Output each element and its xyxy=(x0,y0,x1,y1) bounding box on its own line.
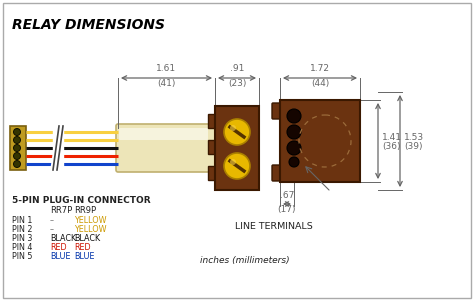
Text: RELAY DIMENSIONS: RELAY DIMENSIONS xyxy=(12,18,165,32)
Text: (44): (44) xyxy=(311,79,329,88)
Text: PIN 4: PIN 4 xyxy=(12,243,32,252)
Text: 5-PIN PLUG-IN CONNECTOR: 5-PIN PLUG-IN CONNECTOR xyxy=(12,196,151,205)
Text: YELLOW: YELLOW xyxy=(74,225,107,234)
Circle shape xyxy=(13,136,20,144)
FancyBboxPatch shape xyxy=(208,114,216,128)
FancyBboxPatch shape xyxy=(3,3,471,298)
Text: RR9P: RR9P xyxy=(74,206,96,215)
Circle shape xyxy=(13,153,20,160)
FancyBboxPatch shape xyxy=(272,103,282,119)
FancyBboxPatch shape xyxy=(272,165,282,181)
Text: PIN 5: PIN 5 xyxy=(12,252,33,261)
Circle shape xyxy=(287,109,301,123)
Text: 1.61: 1.61 xyxy=(156,64,176,73)
Circle shape xyxy=(287,125,301,139)
Circle shape xyxy=(13,129,20,135)
Text: (36): (36) xyxy=(382,141,401,150)
Text: inches (millimeters): inches (millimeters) xyxy=(200,256,290,265)
Text: –: – xyxy=(50,225,54,234)
Polygon shape xyxy=(53,126,63,170)
Text: –: – xyxy=(50,216,54,225)
Text: .91: .91 xyxy=(230,64,244,73)
Text: PIN 2: PIN 2 xyxy=(12,225,33,234)
Text: (41): (41) xyxy=(157,79,176,88)
Text: RED: RED xyxy=(74,243,91,252)
FancyBboxPatch shape xyxy=(280,100,360,182)
Text: 1.72: 1.72 xyxy=(310,64,330,73)
FancyBboxPatch shape xyxy=(215,106,259,190)
Text: RED: RED xyxy=(50,243,67,252)
Circle shape xyxy=(224,153,250,179)
FancyBboxPatch shape xyxy=(208,140,216,154)
Text: LINE TERMINALS: LINE TERMINALS xyxy=(235,222,313,231)
Text: 1.53: 1.53 xyxy=(404,134,424,142)
Text: BLUE: BLUE xyxy=(50,252,71,261)
Text: PIN 3: PIN 3 xyxy=(12,234,32,243)
FancyBboxPatch shape xyxy=(116,124,217,172)
Circle shape xyxy=(230,159,236,165)
Circle shape xyxy=(287,141,301,155)
Circle shape xyxy=(289,157,299,167)
FancyBboxPatch shape xyxy=(119,128,208,140)
FancyBboxPatch shape xyxy=(10,126,26,170)
Circle shape xyxy=(230,125,236,131)
FancyBboxPatch shape xyxy=(208,166,216,180)
Text: BLACK: BLACK xyxy=(74,234,100,243)
Text: PIN 1: PIN 1 xyxy=(12,216,32,225)
Text: BLUE: BLUE xyxy=(74,252,94,261)
Text: RR7P: RR7P xyxy=(50,206,72,215)
Text: 1.41: 1.41 xyxy=(382,134,402,142)
Text: (17): (17) xyxy=(278,205,296,214)
Text: (39): (39) xyxy=(404,141,422,150)
Text: YELLOW: YELLOW xyxy=(74,216,107,225)
Circle shape xyxy=(13,160,20,167)
Circle shape xyxy=(224,119,250,145)
Text: BLACK: BLACK xyxy=(50,234,76,243)
Text: .67: .67 xyxy=(280,191,294,200)
Text: (23): (23) xyxy=(228,79,246,88)
Circle shape xyxy=(13,144,20,151)
